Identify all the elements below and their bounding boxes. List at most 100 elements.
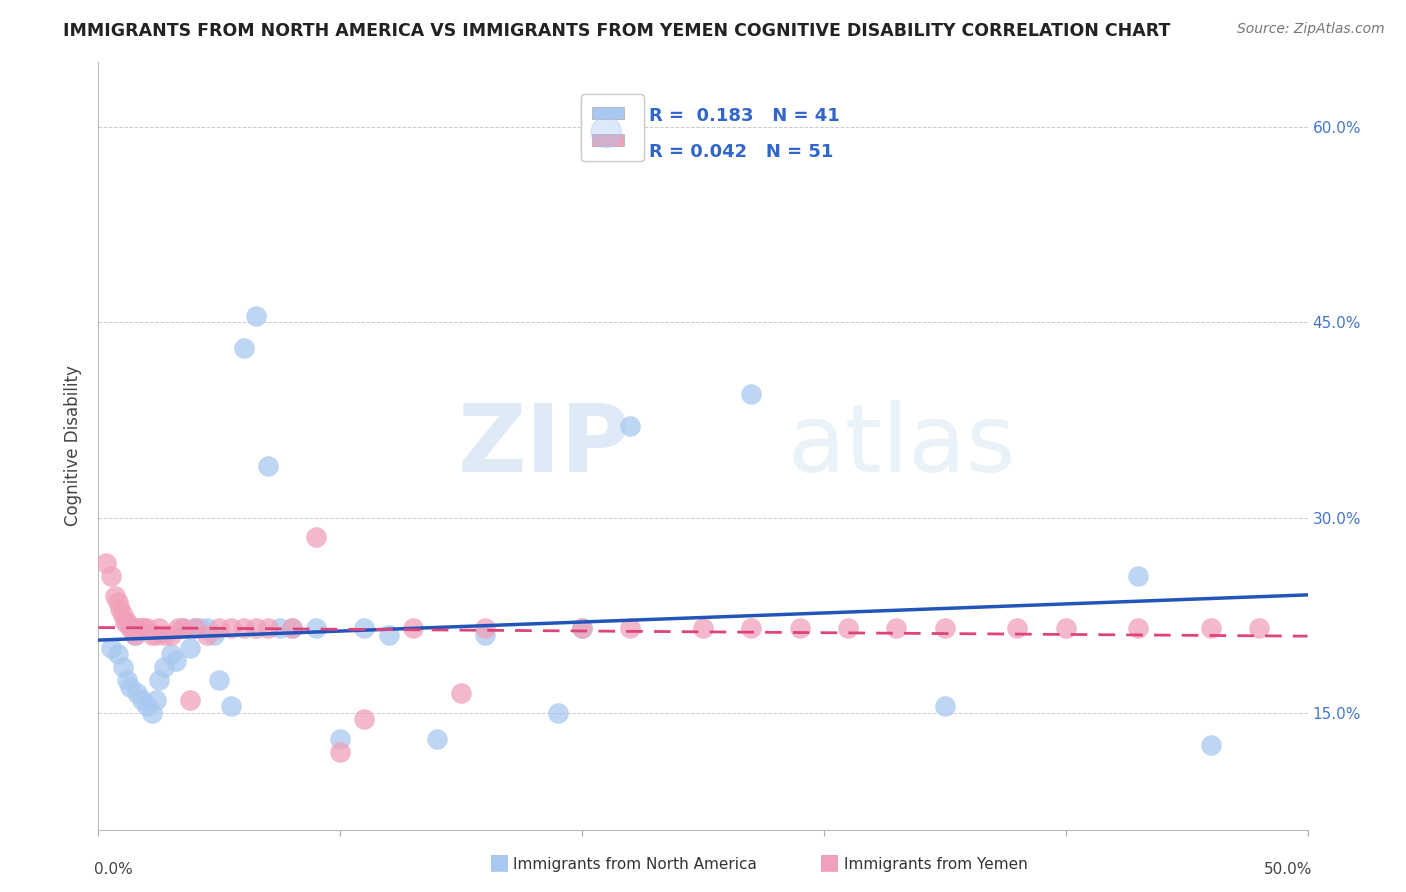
Point (141, 706, 163, 720)
Point (221, 699, 243, 714)
Text: Immigrants from Yemen: Immigrants from Yemen (844, 857, 1028, 872)
Point (377, 627, 399, 641)
Point (124, 627, 146, 641)
Point (426, 731, 449, 746)
Point (160, 627, 183, 641)
Point (167, 621, 190, 635)
Point (121, 621, 143, 635)
Point (740, 621, 762, 635)
Point (172, 621, 194, 635)
Point (245, 621, 267, 635)
Point (789, 621, 811, 635)
Point (94, 556, 117, 570)
Point (1007, 621, 1029, 635)
Legend: , : , (581, 95, 644, 161)
Point (117, 615, 139, 629)
Point (619, 419, 641, 434)
Point (184, 621, 207, 635)
Point (204, 627, 226, 641)
Point (281, 621, 304, 635)
Point (165, 654, 187, 668)
Point (329, 731, 352, 746)
Y-axis label: Cognitive Disability: Cognitive Disability (65, 366, 83, 526)
Point (1128, 621, 1150, 635)
Point (474, 621, 496, 635)
Point (281, 621, 304, 635)
Point (160, 647, 183, 661)
Point (100, 640, 122, 655)
Point (269, 621, 291, 635)
Point (148, 673, 170, 687)
Point (305, 530, 328, 544)
Point (837, 621, 859, 635)
Point (145, 627, 167, 641)
Point (118, 621, 141, 635)
Point (131, 692, 153, 706)
Point (221, 621, 243, 635)
Point (692, 621, 714, 635)
Point (1199, 621, 1222, 635)
Point (571, 621, 593, 635)
Point (740, 387, 762, 401)
Point (111, 660, 134, 674)
Text: 0.0%: 0.0% (94, 862, 132, 877)
Text: atlas: atlas (787, 400, 1017, 492)
Point (107, 647, 129, 661)
Point (107, 595, 129, 609)
Point (148, 621, 170, 635)
Point (134, 621, 156, 635)
Point (104, 589, 127, 603)
Text: R =  0.183   N = 41: R = 0.183 N = 41 (648, 107, 839, 125)
Point (256, 458, 278, 473)
Point (195, 621, 218, 635)
Point (1054, 621, 1077, 635)
Point (1249, 621, 1271, 635)
Point (135, 621, 157, 635)
Point (934, 699, 956, 714)
Point (172, 621, 194, 635)
Point (571, 621, 593, 635)
Point (152, 660, 174, 674)
Point (135, 699, 157, 714)
Point (353, 712, 375, 726)
Point (124, 627, 146, 641)
Ellipse shape (591, 117, 621, 147)
Text: 50.0%: 50.0% (1264, 862, 1312, 877)
Text: ■: ■ (820, 853, 839, 872)
Point (179, 692, 201, 706)
Point (111, 607, 134, 622)
Point (305, 621, 328, 635)
Point (118, 680, 141, 694)
Point (188, 621, 211, 635)
Point (934, 621, 956, 635)
Text: Source: ZipAtlas.com: Source: ZipAtlas.com (1237, 22, 1385, 37)
Point (1128, 569, 1150, 583)
Point (184, 621, 207, 635)
Point (179, 640, 201, 655)
Point (1199, 738, 1222, 752)
Point (128, 621, 150, 635)
Text: Immigrants from North America: Immigrants from North America (513, 857, 756, 872)
Point (232, 342, 254, 356)
Point (329, 745, 352, 759)
Point (127, 686, 149, 700)
Text: ZIP: ZIP (457, 400, 630, 492)
Point (886, 621, 908, 635)
Point (450, 686, 472, 700)
Point (232, 621, 254, 635)
Text: IMMIGRANTS FROM NORTH AMERICA VS IMMIGRANTS FROM YEMEN COGNITIVE DISABILITY CORR: IMMIGRANTS FROM NORTH AMERICA VS IMMIGRA… (63, 22, 1171, 40)
Point (114, 615, 136, 629)
Point (619, 621, 641, 635)
Point (256, 621, 278, 635)
Text: R = 0.042   N = 51: R = 0.042 N = 51 (648, 143, 832, 161)
Point (547, 706, 569, 720)
Point (208, 673, 231, 687)
Text: ■: ■ (489, 853, 509, 872)
Point (141, 627, 163, 641)
Point (108, 601, 131, 615)
Point (117, 673, 139, 687)
Point (474, 627, 496, 641)
Point (353, 621, 375, 635)
Point (131, 621, 153, 635)
Point (127, 621, 149, 635)
